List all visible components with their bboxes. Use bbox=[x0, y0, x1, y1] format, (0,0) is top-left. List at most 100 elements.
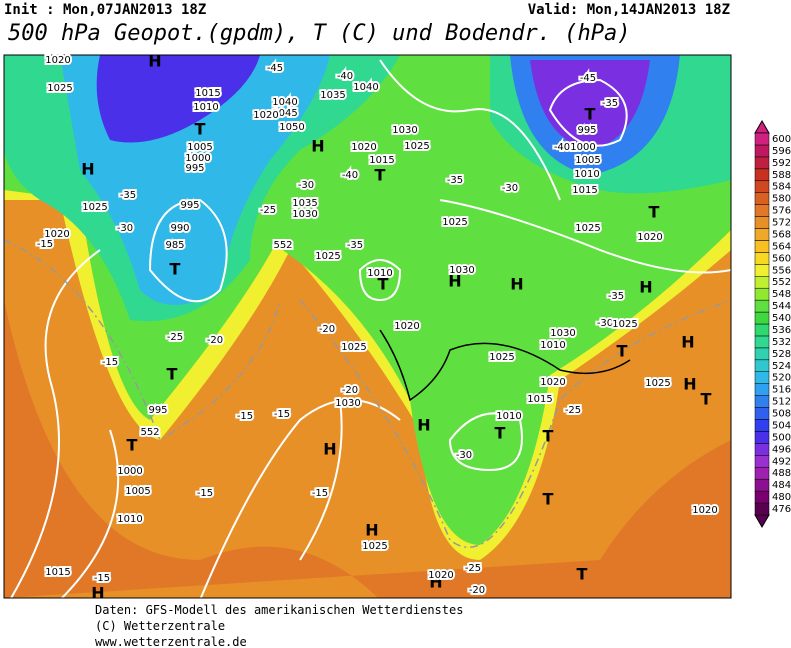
contour-label: 1010 bbox=[540, 340, 565, 351]
colorbar-label: 524 bbox=[772, 361, 791, 372]
colorbar-swatch bbox=[754, 311, 770, 325]
colorbar-label: 560 bbox=[772, 253, 791, 264]
contour-label: -35 bbox=[608, 291, 624, 302]
colorbar-label: 540 bbox=[772, 313, 791, 324]
valid-time: Valid: Mon,14JAN2013 18Z bbox=[528, 2, 730, 18]
init-time: Init : Mon,07JAN2013 18Z bbox=[4, 2, 206, 18]
pressure-center: T bbox=[585, 105, 596, 124]
contour-label: 1000 bbox=[117, 466, 142, 477]
colorbar-swatch bbox=[754, 192, 770, 205]
pressure-center: H bbox=[448, 272, 461, 291]
contour-label: -15 bbox=[197, 488, 213, 499]
contour-label: 1035 bbox=[292, 198, 317, 209]
contour-label: 552 bbox=[140, 427, 159, 438]
map-frame bbox=[3, 54, 732, 599]
contour-label: -30 bbox=[597, 318, 613, 329]
contour-label: -20 bbox=[207, 335, 223, 346]
colorbar-label: 600 bbox=[772, 134, 791, 145]
colorbar-label: 484 bbox=[772, 480, 791, 491]
colorbar-swatch bbox=[754, 276, 770, 289]
contour-label: 1015 bbox=[45, 567, 70, 578]
contour-label: 1025 bbox=[575, 223, 600, 234]
contour-label: -30 bbox=[502, 183, 518, 194]
pressure-center: H bbox=[681, 333, 694, 352]
contour-label: 995 bbox=[180, 200, 199, 211]
colorbar-label: 520 bbox=[772, 373, 791, 384]
contour-label: -15 bbox=[274, 409, 290, 420]
colorbar-end bbox=[754, 514, 770, 528]
pressure-center: T bbox=[378, 275, 389, 294]
colorbar-swatch bbox=[754, 216, 770, 229]
contour-label: 1020 bbox=[637, 232, 662, 243]
colorbar-swatch bbox=[754, 323, 770, 337]
contour-label: -35 bbox=[120, 190, 136, 201]
colorbar-swatch bbox=[754, 228, 770, 241]
map-field bbox=[4, 55, 731, 598]
contour-label: -15 bbox=[37, 239, 53, 250]
contour-label: 1025 bbox=[315, 251, 340, 262]
colorbar-label: 532 bbox=[772, 337, 791, 348]
contour-label: 1035 bbox=[320, 90, 345, 101]
contour-label: 1020 bbox=[45, 55, 70, 66]
contour-label: -45 bbox=[267, 63, 283, 74]
contour-label: -20 bbox=[469, 585, 485, 596]
colorbar-swatch bbox=[754, 347, 770, 361]
contour-label: 985 bbox=[165, 240, 184, 251]
colorbar-swatch bbox=[754, 180, 770, 193]
colorbar-swatch bbox=[754, 359, 770, 372]
pressure-center: H bbox=[429, 573, 442, 592]
colorbar-label: 480 bbox=[772, 492, 791, 503]
contour-label: 1020 bbox=[394, 321, 419, 332]
pressure-center: H bbox=[365, 521, 378, 540]
contour-label: 1010 bbox=[574, 169, 599, 180]
contour-label: 1020 bbox=[692, 505, 717, 516]
contour-label: -35 bbox=[602, 98, 618, 109]
contour-label: 1025 bbox=[612, 319, 637, 330]
colorbar-label: 548 bbox=[772, 289, 791, 300]
contour-label: 1040 bbox=[353, 82, 378, 93]
contour-label: 1030 bbox=[449, 265, 474, 276]
contour-label: -40 bbox=[342, 170, 358, 181]
pressure-center: T bbox=[167, 365, 178, 384]
colorbar-label: 564 bbox=[772, 241, 791, 252]
contour-label: -30 bbox=[456, 450, 472, 461]
colorbar-swatch bbox=[754, 287, 770, 301]
colorbar-label: 504 bbox=[772, 420, 791, 431]
contour-label: 1015 bbox=[369, 155, 394, 166]
pressure-center: H bbox=[81, 160, 94, 179]
contour-label: 995 bbox=[577, 125, 596, 136]
colorbar-swatch bbox=[754, 204, 770, 217]
contour-label: 1025 bbox=[341, 342, 366, 353]
colorbar-label: 552 bbox=[772, 277, 791, 288]
colorbar-swatch bbox=[754, 156, 770, 170]
contour-label: -40 bbox=[554, 142, 570, 153]
contour-label: 1015 bbox=[527, 394, 552, 405]
contour-label: 1040 bbox=[272, 97, 297, 108]
contour-label: -15 bbox=[94, 573, 110, 584]
contour-label: 1030 bbox=[292, 209, 317, 220]
contour-label: 1000 bbox=[570, 142, 595, 153]
colorbar-swatch bbox=[754, 168, 770, 182]
colorbar-label: 496 bbox=[772, 444, 791, 455]
contour-label: -35 bbox=[347, 240, 363, 251]
contour-label: -15 bbox=[312, 488, 328, 499]
contour-label: 1025 bbox=[645, 378, 670, 389]
contour-label: 1005 bbox=[125, 486, 150, 497]
colorbar-label: 536 bbox=[772, 325, 791, 336]
contour-label: 1025 bbox=[489, 352, 514, 363]
colorbar-swatch bbox=[754, 455, 770, 468]
footer-line: Daten: GFS-Modell des amerikanischen Wet… bbox=[95, 603, 463, 617]
colorbar-swatch bbox=[754, 252, 770, 265]
pressure-center: T bbox=[617, 342, 628, 361]
pressure-center: H bbox=[417, 416, 430, 435]
colorbar-label: 556 bbox=[772, 265, 791, 276]
contour-label: 1015 bbox=[572, 185, 597, 196]
colorbar-swatch bbox=[754, 419, 770, 432]
colorbar-label: 580 bbox=[772, 194, 791, 205]
pressure-center: T bbox=[127, 436, 138, 455]
colorbar-label: 584 bbox=[772, 182, 791, 193]
pressure-center: T bbox=[543, 427, 554, 446]
colorbar-label: 572 bbox=[772, 218, 791, 229]
colorbar-swatch bbox=[754, 502, 770, 516]
